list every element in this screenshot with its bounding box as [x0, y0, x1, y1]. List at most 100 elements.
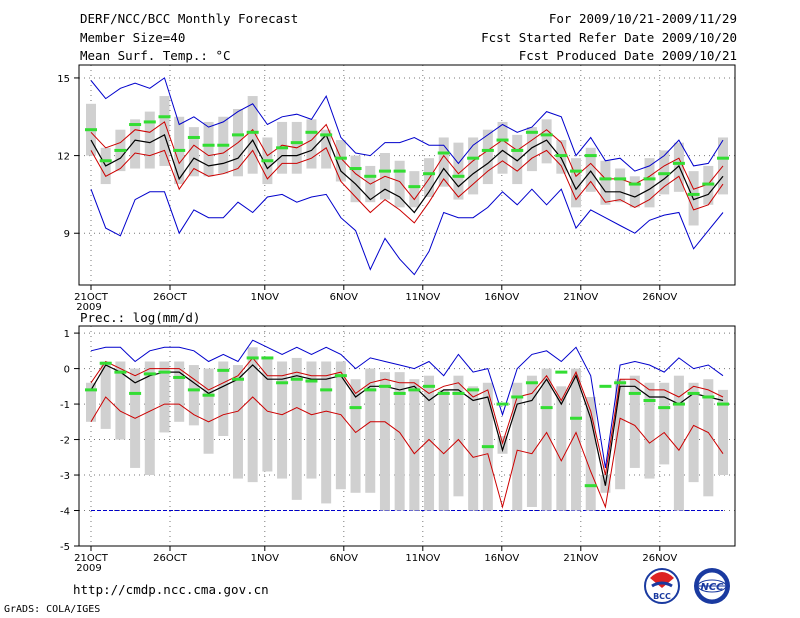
median-marker — [173, 375, 186, 379]
min-line — [90, 188, 724, 276]
spread-box — [438, 389, 449, 511]
median-marker — [378, 169, 391, 173]
median-marker — [687, 391, 700, 395]
spread-box — [468, 137, 479, 195]
median-marker — [143, 120, 156, 124]
spread-box — [86, 382, 96, 422]
median-marker — [628, 182, 641, 186]
median-marker — [334, 374, 347, 378]
bcc-logo: BCC — [644, 568, 680, 604]
x-tick-label: 26NOV — [642, 553, 677, 564]
y-tick-label: -5 — [60, 542, 70, 553]
median-marker — [628, 391, 641, 395]
median-marker — [452, 391, 465, 395]
spread-box — [585, 396, 596, 511]
y-tick-label: 1 — [64, 329, 70, 340]
median-marker — [129, 391, 142, 395]
spread-box — [526, 375, 537, 507]
spread-box — [306, 361, 317, 479]
spread-box — [159, 96, 170, 166]
plot-frame — [78, 325, 736, 547]
lower-line — [90, 147, 724, 224]
median-marker — [423, 172, 436, 176]
spread-box — [321, 129, 332, 169]
median-marker — [231, 377, 244, 381]
spread-box — [174, 361, 185, 422]
median-marker — [599, 384, 612, 388]
median-marker — [393, 391, 406, 395]
median-marker — [217, 143, 230, 147]
spread-box — [629, 176, 640, 208]
spread-box — [130, 119, 141, 169]
upper-line — [90, 357, 724, 476]
median-marker — [364, 174, 377, 178]
spread-box — [144, 111, 155, 169]
median-marker — [717, 156, 729, 160]
median-marker — [672, 402, 685, 406]
median-marker — [99, 159, 112, 163]
spread-box — [453, 375, 464, 497]
median-marker — [173, 148, 186, 152]
x-tick-label: 21OCT — [74, 553, 109, 564]
median-marker — [525, 381, 538, 385]
mean-line — [90, 364, 724, 486]
median-marker — [261, 356, 274, 360]
median-marker — [217, 368, 230, 372]
x-tick-label: 6NOV — [330, 553, 359, 564]
spread-box — [571, 368, 582, 511]
x-tick-label: 26NOV — [642, 292, 677, 303]
median-marker — [423, 384, 436, 388]
median-marker — [378, 384, 391, 388]
spread-box — [394, 372, 405, 511]
spread-box — [600, 160, 611, 205]
median-marker — [246, 130, 259, 134]
median-marker — [584, 154, 597, 158]
spread-box — [659, 382, 670, 465]
median-marker — [143, 372, 156, 376]
median-marker — [276, 146, 289, 150]
grads-credit: GrADS: COLA/IGES — [4, 604, 101, 615]
median-marker — [158, 115, 171, 119]
precip-title: Prec.: log(mm/d) — [80, 310, 201, 325]
x-tick-label: 11NOV — [405, 553, 440, 564]
median-marker — [202, 393, 215, 397]
median-marker — [614, 177, 627, 181]
spread-box — [644, 382, 655, 479]
chart-title: DERF/NCC/BCC Monthly Forecast — [80, 11, 299, 26]
spread-box — [350, 379, 361, 493]
median-marker — [643, 399, 656, 403]
spread-box — [453, 142, 464, 200]
median-marker — [717, 402, 729, 406]
median-marker — [496, 402, 509, 406]
spread-box — [673, 375, 684, 511]
x-tick-year: 2009 — [76, 563, 101, 574]
median-marker — [525, 130, 538, 134]
x-tick-label: 26OCT — [153, 292, 188, 303]
spread-box — [350, 155, 361, 203]
max-line — [90, 339, 724, 468]
median-marker — [290, 141, 303, 145]
spread-box — [203, 368, 214, 454]
spread-box — [291, 357, 302, 500]
spread-box — [541, 368, 552, 511]
median-marker — [85, 388, 97, 392]
spread-box — [159, 361, 170, 433]
median-marker — [570, 416, 583, 420]
spread-box — [188, 127, 199, 177]
median-marker — [290, 377, 303, 381]
spread-box — [203, 121, 214, 177]
spread-box — [526, 127, 537, 172]
spread-box — [556, 386, 567, 511]
median-marker — [276, 381, 289, 385]
spread-box — [468, 386, 479, 511]
y-tick-label: -4 — [60, 507, 70, 518]
spread-box — [321, 361, 332, 504]
median-marker — [114, 148, 127, 152]
source-url[interactable]: http://cmdp.ncc.cma.gov.cn — [73, 582, 269, 597]
spread-box — [424, 375, 435, 511]
median-marker — [408, 185, 421, 189]
x-tick-label: 21OCT — [74, 292, 109, 303]
member-size: Member Size=40 — [80, 30, 186, 45]
median-marker — [408, 388, 421, 392]
